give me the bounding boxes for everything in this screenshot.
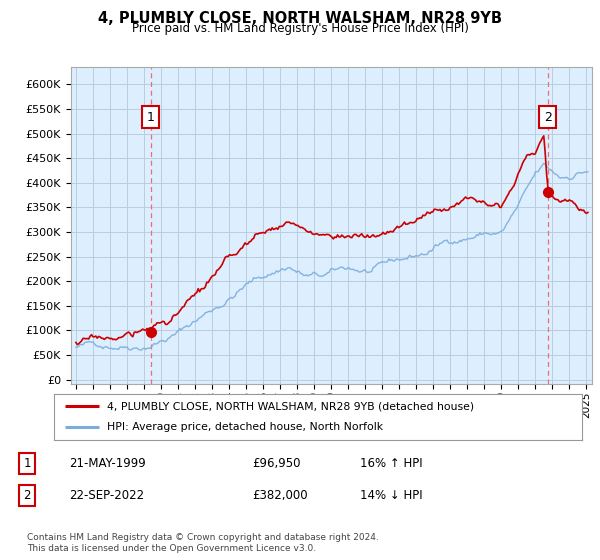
Text: 4, PLUMBLY CLOSE, NORTH WALSHAM, NR28 9YB: 4, PLUMBLY CLOSE, NORTH WALSHAM, NR28 9Y… (98, 11, 502, 26)
Text: 14% ↓ HPI: 14% ↓ HPI (360, 489, 422, 502)
Text: £96,950: £96,950 (252, 457, 301, 470)
Text: 16% ↑ HPI: 16% ↑ HPI (360, 457, 422, 470)
Text: 2: 2 (544, 111, 551, 124)
Text: Contains HM Land Registry data © Crown copyright and database right 2024.
This d: Contains HM Land Registry data © Crown c… (27, 533, 379, 553)
Text: Price paid vs. HM Land Registry's House Price Index (HPI): Price paid vs. HM Land Registry's House … (131, 22, 469, 35)
Text: 21-MAY-1999: 21-MAY-1999 (69, 457, 146, 470)
Text: £382,000: £382,000 (252, 489, 308, 502)
Text: 22-SEP-2022: 22-SEP-2022 (69, 489, 144, 502)
Text: 4, PLUMBLY CLOSE, NORTH WALSHAM, NR28 9YB (detached house): 4, PLUMBLY CLOSE, NORTH WALSHAM, NR28 9Y… (107, 401, 474, 411)
Text: 1: 1 (23, 457, 31, 470)
Text: HPI: Average price, detached house, North Norfolk: HPI: Average price, detached house, Nort… (107, 422, 383, 432)
Text: 1: 1 (146, 111, 155, 124)
Text: 2: 2 (23, 489, 31, 502)
